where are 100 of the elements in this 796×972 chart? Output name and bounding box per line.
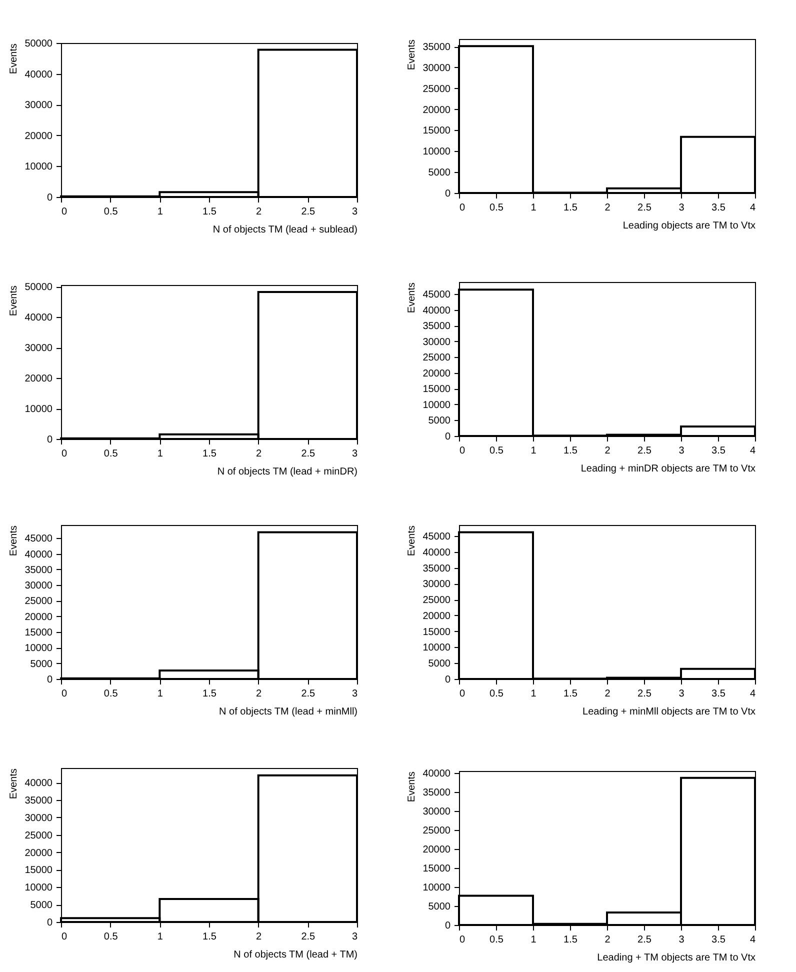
x-tick-label: 0	[460, 202, 466, 214]
y-tick-label: 40000	[422, 768, 451, 780]
x-tick-label: 1.5	[564, 446, 578, 456]
y-tick-label: 0	[46, 674, 53, 686]
y-tick-label: 0	[444, 188, 451, 200]
y-tick-label: 10000	[24, 882, 53, 894]
x-tick-label: 1.5	[202, 688, 217, 700]
x-axis-title: Leading + minDR objects are TM to Vtx	[580, 464, 756, 474]
x-tick-label: 2.5	[638, 446, 652, 456]
x-tick-label: 3	[678, 934, 685, 946]
y-tick-label: 15000	[422, 384, 451, 396]
y-tick-label: 20000	[24, 612, 53, 623]
y-tick-label: 20000	[422, 610, 451, 622]
x-tick-label: 1	[530, 934, 537, 946]
x-tick-label: 3	[678, 446, 685, 456]
x-axis-title: N of objects TM (lead + minDR)	[217, 466, 358, 478]
x-tick-label: 1	[157, 932, 164, 942]
y-axis-title: Events	[406, 282, 418, 314]
x-tick-label: 2	[256, 206, 262, 218]
x-tick-label: 2.5	[638, 202, 652, 214]
y-tick-label: 5000	[428, 416, 451, 427]
x-tick-label: 0	[460, 934, 466, 946]
y-tick-label: 35000	[422, 321, 451, 332]
x-axis-title: N of objects TM (lead + sublead)	[212, 224, 358, 236]
y-tick-label: 20000	[422, 844, 451, 856]
x-tick-label: 0.5	[490, 688, 504, 700]
x-tick-label: 0.5	[104, 448, 118, 460]
y-axis-title: Events	[406, 40, 418, 70]
x-tick-label: 1	[530, 446, 537, 456]
x-tick-label: 0.5	[104, 932, 118, 942]
y-tick-label: 35000	[422, 42, 451, 54]
y-tick-label: 10000	[422, 642, 451, 654]
x-axis-title: Leading + TM objects are TM to Vtx	[597, 952, 756, 964]
y-tick-label: 0	[46, 918, 53, 928]
y-tick-label: 50000	[24, 282, 53, 294]
y-tick-label: 35000	[24, 796, 53, 807]
y-tick-label: 20000	[24, 130, 53, 142]
y-tick-label: 30000	[422, 579, 451, 590]
y-tick-label: 20000	[24, 374, 53, 385]
y-axis-title: Events	[406, 772, 418, 802]
y-tick-label: 40000	[422, 305, 451, 316]
x-tick-label: 4	[750, 202, 756, 214]
y-tick-label: 0	[46, 434, 53, 446]
x-tick-label: 0	[460, 688, 466, 700]
x-axis-title: Leading + minMll objects are TM to Vtx	[582, 706, 756, 718]
y-tick-label: 40000	[24, 778, 53, 790]
x-tick-label: 2.5	[301, 206, 316, 218]
y-axis-title: Events	[8, 526, 20, 556]
y-tick-label: 0	[444, 920, 451, 932]
y-tick-label: 0	[444, 432, 451, 442]
x-tick-label: 2	[256, 448, 262, 460]
y-tick-label: 40000	[422, 547, 451, 558]
x-tick-label: 0	[460, 446, 466, 456]
y-tick-label: 30000	[422, 806, 451, 818]
y-tick-label: 30000	[422, 336, 451, 348]
y-tick-label: 0	[46, 192, 53, 204]
x-tick-label: 1.5	[564, 688, 578, 700]
y-tick-label: 30000	[24, 812, 53, 824]
x-tick-label: 1.5	[202, 932, 217, 942]
x-tick-label: 0.5	[104, 206, 118, 218]
y-tick-label: 25000	[24, 596, 53, 608]
x-axis-title: N of objects TM (lead + minMll)	[219, 706, 358, 718]
x-tick-label: 2.5	[301, 448, 316, 460]
x-tick-label: 0.5	[490, 934, 504, 946]
y-tick-label: 45000	[422, 532, 451, 543]
y-tick-label: 15000	[24, 628, 53, 639]
x-tick-label: 1.5	[564, 202, 578, 214]
x-tick-label: 3	[352, 688, 358, 700]
x-tick-label: 3	[678, 688, 685, 700]
x-tick-label: 2	[256, 688, 262, 700]
y-tick-label: 10000	[422, 882, 451, 894]
y-axis-title: Events	[8, 286, 20, 316]
x-tick-label: 0.5	[490, 446, 504, 456]
x-tick-label: 2	[604, 688, 611, 700]
x-tick-label: 3.5	[712, 446, 726, 456]
y-tick-label: 10000	[24, 643, 53, 654]
y-tick-label: 40000	[24, 312, 53, 324]
y-tick-label: 0	[444, 674, 451, 686]
y-tick-label: 20000	[422, 368, 451, 380]
y-tick-label: 30000	[24, 343, 53, 354]
x-tick-label: 4	[750, 688, 756, 700]
x-tick-label: 3	[352, 932, 358, 942]
x-tick-label: 0.5	[490, 202, 504, 214]
x-tick-label: 3.5	[712, 934, 726, 946]
y-tick-label: 5000	[428, 168, 451, 179]
y-axis-title: Events	[8, 768, 20, 800]
x-tick-label: 1	[157, 688, 164, 700]
y-tick-label: 5000	[30, 658, 53, 670]
y-tick-label: 10000	[24, 404, 53, 416]
y-tick-label: 5000	[30, 900, 53, 912]
x-tick-label: 2.5	[301, 932, 316, 942]
y-tick-label: 35000	[24, 564, 53, 576]
y-tick-label: 10000	[24, 162, 53, 173]
y-tick-label: 20000	[422, 104, 451, 116]
y-tick-label: 15000	[422, 626, 451, 638]
y-tick-label: 25000	[422, 595, 451, 606]
y-tick-label: 20000	[24, 848, 53, 859]
y-tick-label: 25000	[422, 84, 451, 95]
x-tick-label: 3.5	[712, 688, 726, 700]
x-tick-label: 1	[157, 448, 164, 460]
